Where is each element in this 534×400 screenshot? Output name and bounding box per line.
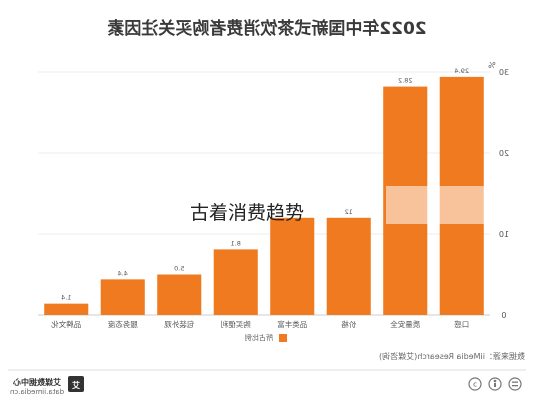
data-label: 29.4 [455, 67, 469, 75]
y-axis-ticks: 0 10 20 30% [488, 61, 509, 320]
y-tick-label: 20 [499, 149, 509, 158]
brand-block: 艾 艾媒数据中心 data.iimedia.cn [10, 376, 84, 396]
highlight-band [386, 186, 489, 224]
y-tick-label: 0 [501, 311, 506, 320]
license-icons: c [468, 377, 522, 391]
data-label: 12 [345, 208, 353, 216]
data-label: 5.0 [174, 265, 184, 273]
data-label: 8.1 [231, 239, 241, 247]
legend: 所占比例 [245, 333, 287, 342]
y-tick-label: 10 [499, 230, 509, 239]
category-labels: 口感 质量安全 价格 品类丰富 购买便利 包装外观 服务态度 品牌文化 [51, 319, 469, 329]
category-label: 价格 [341, 319, 356, 329]
category-label: 品牌文化 [51, 319, 81, 329]
data-label: 28.2 [398, 77, 412, 85]
y-tick-label: 30 [499, 68, 509, 77]
svg-text:c: c [473, 381, 477, 389]
category-label: 包装外观 [164, 319, 194, 329]
data-label: 4.4 [118, 269, 128, 277]
y-unit-label: % [488, 61, 496, 70]
category-label: 服务态度 [107, 319, 137, 329]
bar [326, 217, 371, 315]
overlay-caption: 古着消费趋势 [190, 202, 304, 224]
by-icon [488, 377, 502, 391]
bar [270, 217, 315, 315]
bar [100, 279, 145, 315]
data-label: 1.4 [61, 294, 71, 302]
category-label: 购买便利 [221, 319, 251, 329]
bar [213, 249, 258, 315]
bar [157, 274, 202, 315]
brand-url: data.iimedia.cn [10, 388, 64, 396]
bar [44, 303, 89, 315]
category-label: 质量安全 [390, 319, 420, 329]
category-label: 口感 [454, 319, 469, 329]
source-note: 数据来源：iiMedia Research(艾媒咨询) [379, 351, 525, 361]
category-label: 品类丰富 [277, 319, 307, 329]
equal-icon [508, 377, 522, 391]
cc-icon: c [468, 377, 482, 391]
legend-swatch [279, 334, 287, 342]
legend-label: 所占比例 [245, 333, 273, 342]
data-labels: 29.4 28.2 12 8.1 5.0 4.4 1.4 [61, 67, 469, 302]
brand-name: 艾媒数据中心 [13, 377, 61, 387]
brand-logo [68, 376, 84, 392]
chart-title: 2022年中国新式茶饮消费者购买关注因素 [107, 18, 426, 39]
brand-logo-char: 艾 [72, 380, 80, 390]
